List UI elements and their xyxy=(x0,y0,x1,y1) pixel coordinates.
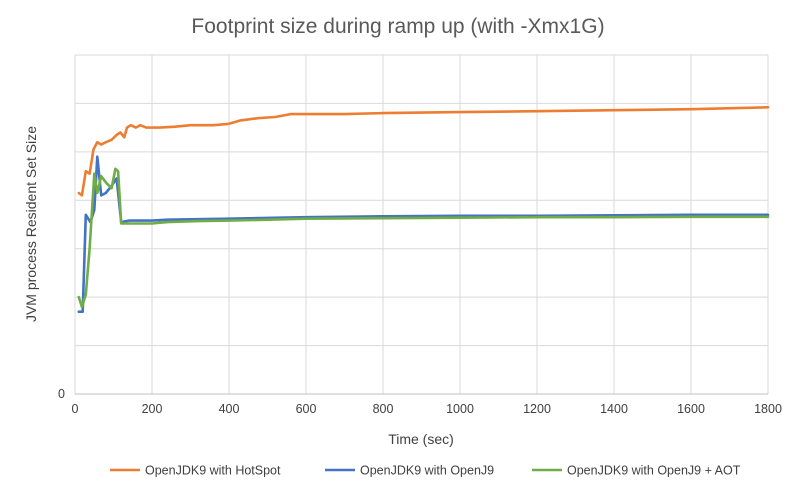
legend-label-2: OpenJDK9 with OpenJ9 xyxy=(360,464,494,478)
legend: OpenJDK9 with HotSpot OpenJDK9 with OpenJ… xyxy=(110,464,741,478)
x-tick-label: 200 xyxy=(142,402,163,416)
x-tick-label: 1200 xyxy=(523,402,551,416)
x-tick-label: 600 xyxy=(296,402,317,416)
x-tick-label: 0 xyxy=(72,402,79,416)
x-tick-label: 800 xyxy=(373,402,394,416)
x-tick-label: 400 xyxy=(219,402,240,416)
series-line-2 xyxy=(77,155,770,313)
x-axis-title: Time (sec) xyxy=(388,431,454,447)
y-tick-label: 0 xyxy=(58,387,65,401)
legend-label-3: OpenJDK9 with OpenJ9 + AOT xyxy=(567,464,741,478)
x-tick-label: 1000 xyxy=(446,402,474,416)
chart-title: Footprint size during ramp up (with -Xmx… xyxy=(191,15,604,38)
x-tick-label: 1400 xyxy=(600,402,628,416)
series-line-1 xyxy=(77,106,770,197)
grid xyxy=(74,54,769,395)
plot-area xyxy=(77,106,770,313)
x-tick-label: 1600 xyxy=(677,402,705,416)
legend-label-1: OpenJDK9 with HotSpot xyxy=(145,464,281,478)
y-axis-title: JVM process Resident Set Size xyxy=(23,126,39,322)
x-tick-labels: 0 200 400 600 800 1000 1200 1400 1600 1800 xyxy=(72,402,782,416)
series-line-3 xyxy=(77,167,770,309)
x-tick-label: 1800 xyxy=(754,402,782,416)
y-tick-labels: 0 xyxy=(58,387,65,401)
